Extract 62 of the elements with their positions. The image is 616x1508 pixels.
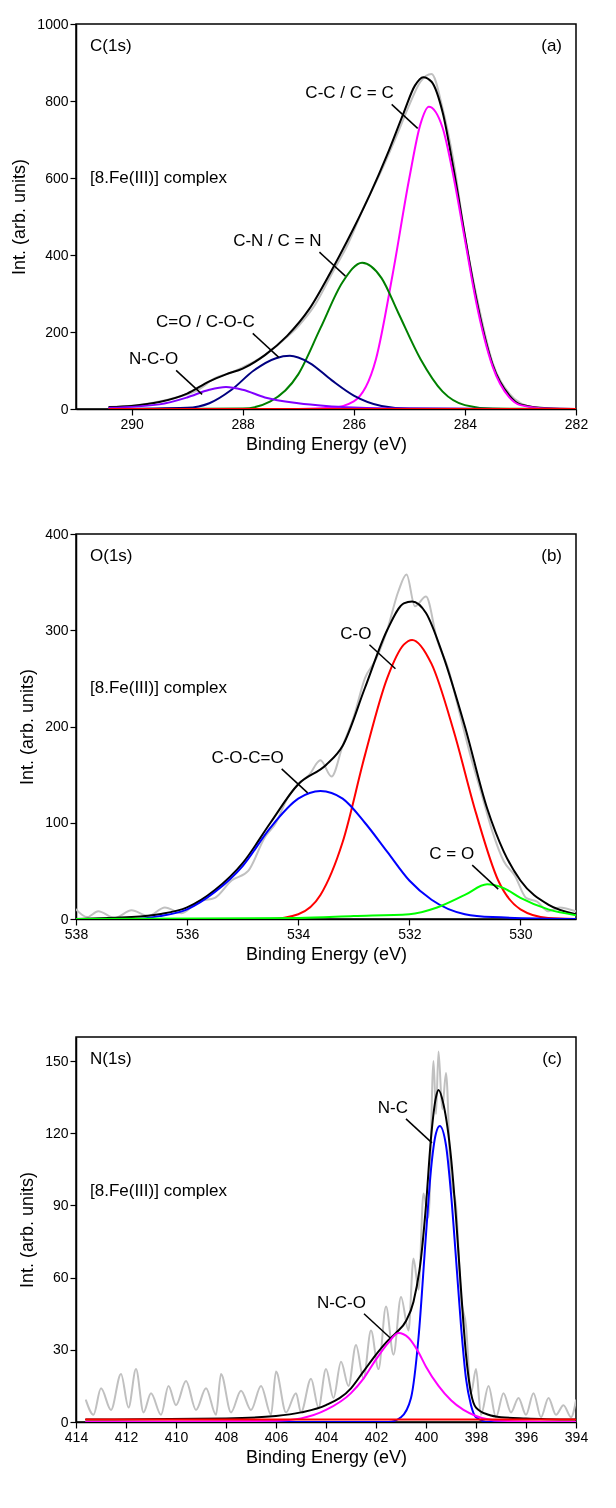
annotation: N-C [377, 1097, 408, 1117]
x-tick-label: 534 [287, 925, 311, 942]
x-tick-label: 284 [453, 415, 478, 432]
x-tick-label: 408 [214, 1428, 239, 1445]
annotation: (b) [541, 546, 562, 565]
y-tick-label: 200 [45, 323, 69, 340]
x-tick-label: 396 [514, 1428, 539, 1445]
y-tick-label: 150 [45, 1052, 69, 1069]
x-tick-label: 538 [64, 925, 89, 942]
annotation: C-O-C=O [211, 747, 284, 767]
y-tick-label: 400 [45, 525, 69, 542]
x-tick-label: 412 [114, 1428, 139, 1445]
y-tick-label: 1000 [37, 15, 69, 32]
y-tick-label: 400 [45, 246, 69, 263]
y-tick-label: 120 [45, 1124, 69, 1141]
annotation: O(1s) [90, 546, 133, 565]
x-tick-label: 404 [314, 1428, 339, 1445]
y-tick-label: 30 [52, 1341, 69, 1358]
annotation: [8.Fe(III)] complex [90, 678, 228, 697]
x-tick-label: 530 [509, 925, 533, 942]
annotation: C = O [429, 844, 475, 864]
x-axis-title: Binding Energy (eV) [245, 943, 408, 964]
x-tick-label: 286 [342, 415, 367, 432]
y-tick-label: 0 [60, 400, 69, 417]
y-axis-title: Int. (arb. units) [17, 668, 38, 786]
annotation: C-C / C = C [305, 83, 394, 103]
x-tick-label: 414 [64, 1428, 89, 1445]
y-tick-label: 60 [52, 1269, 69, 1286]
annotation: C-O [340, 623, 372, 643]
x-tick-label: 406 [264, 1428, 289, 1445]
x-tick-label: 398 [464, 1428, 489, 1445]
annotation: C=O / C-O-C [156, 312, 255, 332]
x-tick-label: 402 [364, 1428, 389, 1445]
y-axis-title: Int. (arb. units) [9, 158, 30, 276]
x-tick-label: 532 [398, 925, 422, 942]
y-tick-label: 600 [45, 169, 69, 186]
x-tick-label: 288 [231, 415, 256, 432]
x-tick-label: 536 [175, 925, 200, 942]
x-axis-title: Binding Energy (eV) [245, 1446, 408, 1467]
y-axis-title: Int. (arb. units) [17, 1171, 38, 1289]
y-tick-label: 90 [52, 1196, 69, 1213]
y-tick-label: 800 [45, 92, 69, 109]
annotation: N-C-O [316, 1292, 366, 1312]
y-tick-label: 200 [45, 718, 69, 734]
annotation: [8.Fe(III)] complex [90, 1181, 228, 1200]
y-tick-label: 0 [60, 910, 69, 927]
annotation: N(1s) [90, 1049, 132, 1068]
y-tick-label: 300 [45, 621, 69, 638]
annotation: C-N / C = N [233, 231, 322, 251]
annotation: (a) [541, 36, 562, 55]
annotation: [8.Fe(III)] complex [90, 168, 228, 187]
y-tick-label: 100 [45, 814, 69, 831]
annotation: N-C-O [129, 349, 179, 369]
x-axis-title: Binding Energy (eV) [245, 433, 408, 454]
y-tick-label: 0 [60, 1413, 69, 1430]
x-tick-label: 410 [164, 1428, 189, 1445]
annotation: (c) [542, 1049, 562, 1068]
x-tick-label: 400 [414, 1428, 439, 1445]
annotation: C(1s) [90, 36, 132, 55]
x-tick-label: 290 [120, 415, 144, 432]
x-tick-label: 282 [564, 415, 589, 432]
x-tick-label: 394 [564, 1428, 589, 1445]
